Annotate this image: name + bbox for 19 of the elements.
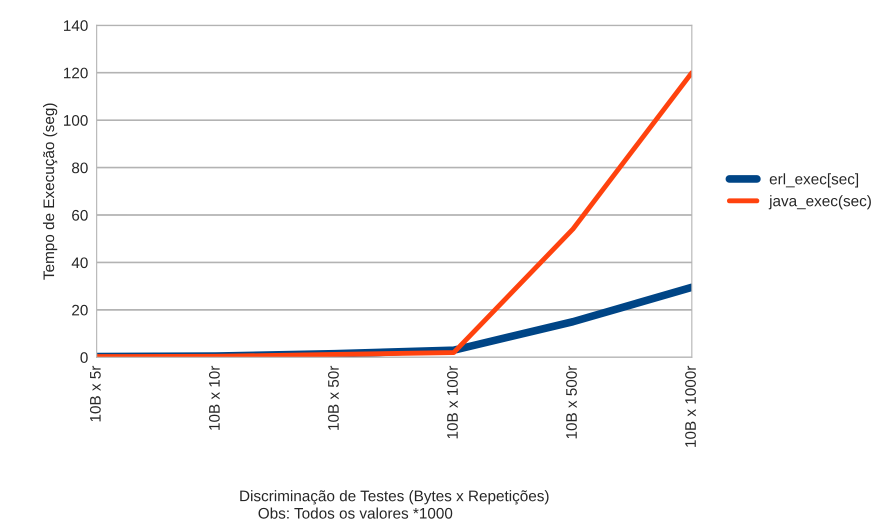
x-tick-label: 10B x 100r xyxy=(447,366,458,438)
y-tick-label: 80 xyxy=(72,162,88,174)
y-tick-label: 60 xyxy=(72,210,88,221)
x-tick-label: 10B x 5r xyxy=(90,366,101,422)
y-tick-label: 0 xyxy=(80,352,88,363)
legend-label: java_exec(sec) xyxy=(768,195,871,210)
y-tick-label: 40 xyxy=(72,257,88,268)
y-axis-title: Tempo de Execução (seg) xyxy=(42,104,58,280)
y-tick-label: 140 xyxy=(64,20,88,31)
x-tick-label: 10B x 500r xyxy=(566,366,577,438)
legend-label: erl_exec[sec] xyxy=(770,173,858,188)
text: Obs: Todos os valores *1000 xyxy=(258,507,452,519)
x-tick-label: 10B x 50r xyxy=(328,366,339,430)
y-tick-label: 20 xyxy=(72,304,88,316)
y-tick-label: 120 xyxy=(64,68,88,78)
x-axis-title: Discriminação de Testes (Bytes x Repetições) xyxy=(240,490,549,504)
x-tick-label: 10B x 1000r xyxy=(685,366,696,447)
y-tick-label: 100 xyxy=(64,115,88,126)
x-tick-label: 10B x 10r xyxy=(208,366,220,430)
